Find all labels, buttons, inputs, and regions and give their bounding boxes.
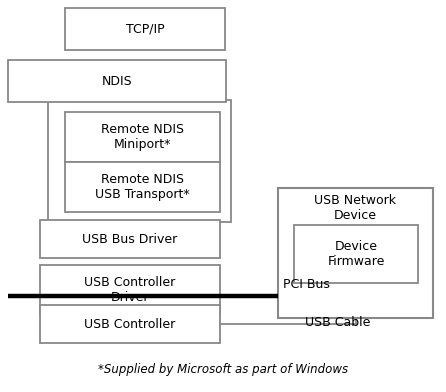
Bar (294, 225, 418, 283)
Bar (65, 112, 220, 162)
Text: USB Controller: USB Controller (84, 318, 176, 330)
Bar (65, 162, 220, 212)
Bar (65, 8, 225, 50)
Text: USB Cable: USB Cable (305, 316, 370, 328)
Bar (40, 220, 220, 258)
Bar (48, 100, 231, 222)
Text: TCP/IP: TCP/IP (126, 22, 164, 36)
Bar (8, 60, 226, 102)
Text: Device
Firmware: Device Firmware (327, 240, 385, 268)
Text: Remote NDIS
USB Transport*: Remote NDIS USB Transport* (95, 173, 190, 201)
Text: *Supplied by Microsoft as part of Windows: *Supplied by Microsoft as part of Window… (98, 363, 348, 376)
Text: USB Bus Driver: USB Bus Driver (83, 232, 178, 245)
Text: PCI Bus: PCI Bus (283, 278, 330, 292)
Text: USB Controller
Driver: USB Controller Driver (84, 276, 176, 304)
Bar (278, 188, 433, 318)
Text: NDIS: NDIS (102, 74, 132, 87)
Bar (40, 305, 220, 343)
Text: USB Network
Device: USB Network Device (314, 194, 396, 222)
Text: Remote NDIS
Miniport*: Remote NDIS Miniport* (101, 123, 184, 151)
Bar (40, 265, 220, 315)
